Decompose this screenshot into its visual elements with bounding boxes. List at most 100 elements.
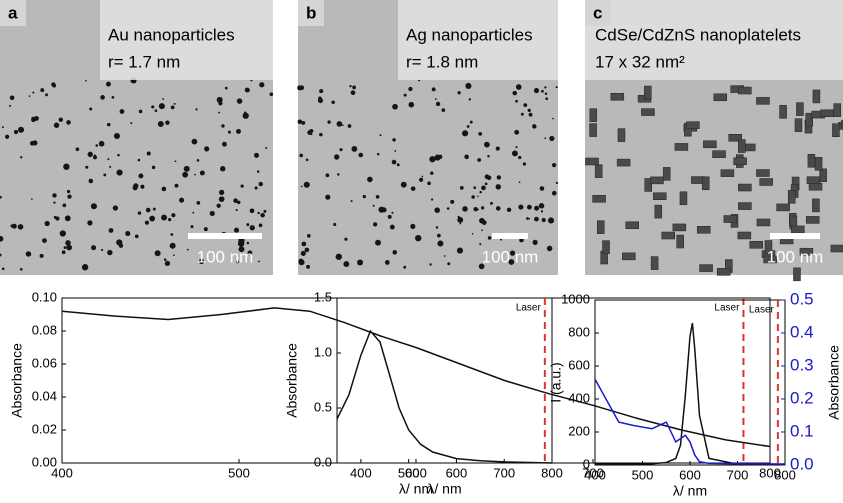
particle: [138, 109, 143, 114]
particle: [481, 185, 486, 191]
platelet: [805, 216, 820, 224]
particle: [235, 260, 239, 264]
particle: [145, 207, 151, 213]
platelet: [820, 109, 834, 118]
particle: [44, 220, 50, 227]
x-tick-label: 400: [350, 465, 372, 480]
particle: [400, 181, 407, 188]
x-tick-label: 600: [446, 465, 468, 480]
particle: [408, 86, 413, 92]
particle: [240, 184, 244, 188]
particle: [343, 261, 350, 268]
particle: [1, 267, 5, 271]
particle: [362, 194, 366, 199]
particle: [446, 207, 450, 210]
particle: [0, 235, 4, 242]
particle: [137, 158, 141, 162]
particle: [173, 254, 175, 257]
panel-letter: a: [8, 3, 18, 22]
particle: [10, 224, 14, 228]
particle: [118, 243, 124, 248]
particle: [484, 174, 490, 180]
particle: [146, 151, 151, 156]
particle: [532, 239, 538, 245]
particle: [319, 89, 324, 94]
particle: [269, 92, 274, 97]
platelet: [763, 255, 777, 264]
particle: [263, 209, 267, 213]
particle: [495, 146, 500, 151]
particle: [257, 211, 260, 215]
y-tick-label: 0: [583, 456, 590, 471]
particle: [547, 217, 555, 224]
x-tick-label: 600: [405, 465, 427, 480]
particle: [309, 128, 314, 133]
particle: [387, 214, 392, 219]
particle: [523, 103, 528, 108]
particle: [408, 101, 415, 108]
particle: [298, 259, 305, 266]
platelet: [833, 103, 841, 117]
particle: [477, 195, 479, 198]
particle: [39, 253, 44, 258]
particle: [65, 240, 71, 246]
particle: [1, 126, 4, 129]
particle: [93, 154, 96, 157]
platelet: [756, 218, 771, 227]
y-tick-label: 0.0: [314, 454, 332, 469]
particle: [158, 103, 165, 110]
particle: [53, 215, 57, 219]
particle: [52, 193, 57, 198]
particle: [107, 249, 113, 256]
particle: [17, 224, 24, 230]
particle: [0, 195, 2, 199]
particle: [224, 86, 228, 90]
platelet: [641, 108, 655, 116]
particle: [367, 176, 373, 183]
particle: [511, 150, 518, 157]
particle: [168, 218, 172, 222]
particle: [40, 88, 45, 93]
y-axis-label: Absorbance: [9, 343, 25, 418]
particle: [301, 121, 306, 125]
particle: [236, 128, 241, 134]
particle: [434, 207, 440, 213]
x-tick-label: 700: [727, 467, 749, 482]
particle: [95, 144, 98, 147]
plot-frame: [594, 299, 786, 466]
particle: [152, 207, 156, 211]
particle: [333, 222, 337, 226]
scale-label: 100 nm: [197, 247, 254, 266]
particle: [258, 223, 263, 228]
particle: [441, 108, 446, 112]
particle: [506, 207, 512, 212]
particle: [237, 200, 241, 205]
y-tick-label: 200: [568, 423, 590, 438]
particle: [318, 96, 322, 101]
scale-bar: [492, 233, 528, 239]
platelet: [733, 157, 747, 165]
particle: [163, 258, 167, 261]
particle: [305, 158, 309, 162]
particle: [66, 120, 71, 125]
platelet: [589, 108, 598, 122]
particle: [125, 231, 131, 237]
particle: [429, 156, 436, 163]
y2-tick-label: 0.1: [790, 421, 814, 440]
particle: [169, 242, 176, 249]
particle: [90, 203, 97, 210]
panel-letter: b: [306, 3, 316, 22]
platelet: [799, 247, 814, 256]
y2-tick-label: 0.3: [790, 355, 814, 374]
particle: [154, 250, 161, 257]
particle: [198, 258, 205, 265]
platelet: [819, 168, 827, 183]
particle: [63, 163, 70, 170]
platelet: [610, 93, 625, 101]
plot-frame: [336, 297, 553, 464]
particle: [495, 206, 501, 211]
particle: [479, 243, 482, 246]
particle: [179, 197, 185, 203]
particle: [512, 90, 518, 96]
particle: [220, 166, 226, 172]
